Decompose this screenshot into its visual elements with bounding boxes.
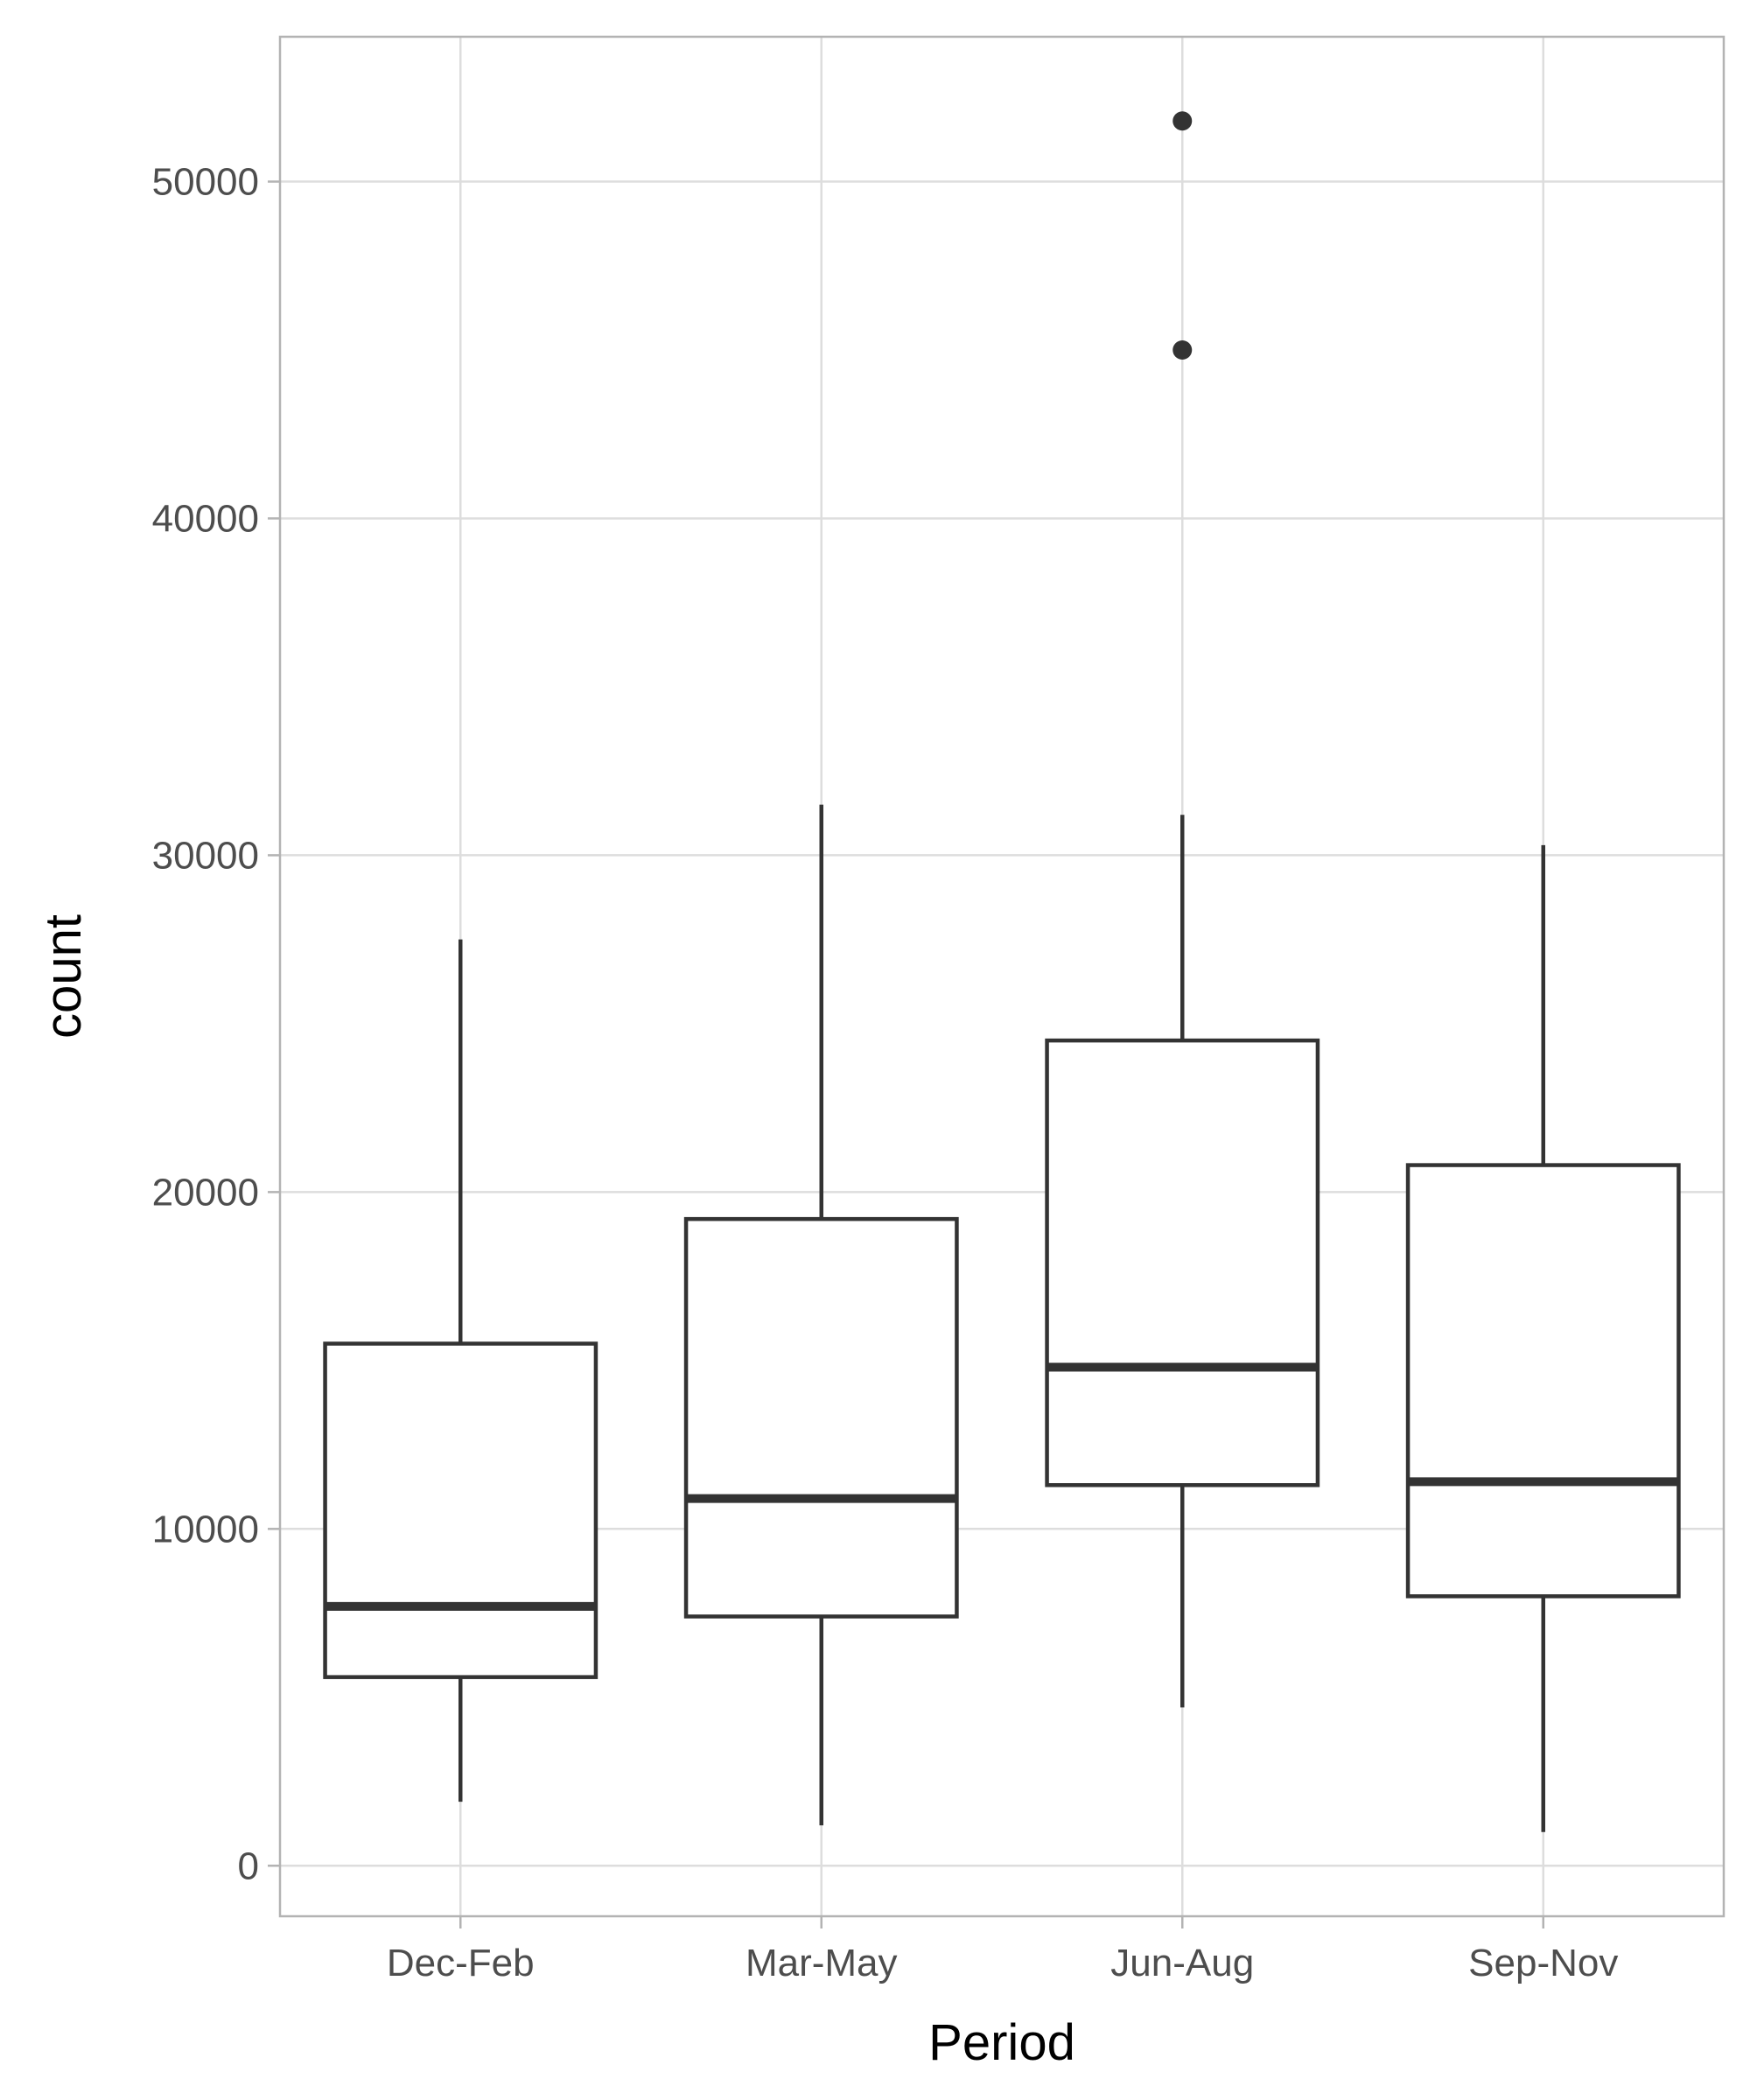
x-tick-label: Jun-Aug xyxy=(1110,1942,1254,1984)
iqr-box xyxy=(1405,1163,1681,1599)
iqr-box xyxy=(323,1341,598,1679)
iqr-box xyxy=(1045,1038,1320,1488)
outlier-point xyxy=(1172,111,1193,131)
box-dec-feb xyxy=(323,939,598,1802)
y-tick-label: 20000 xyxy=(152,1171,259,1214)
x-tick-label: Mar-May xyxy=(746,1942,898,1984)
x-axis: Dec-Feb Mar-May Jun-Aug Sep-Nov xyxy=(387,1916,1618,1984)
x-tick-label: Sep-Nov xyxy=(1468,1942,1618,1984)
iqr-box xyxy=(683,1216,959,1619)
box-jun-aug xyxy=(1045,111,1320,1708)
outlier-point xyxy=(1172,340,1193,360)
panel-border xyxy=(278,35,1726,1918)
box-sep-nov xyxy=(1405,844,1681,1832)
y-tick-label: 30000 xyxy=(152,834,259,877)
boxes xyxy=(323,111,1681,1832)
x-tick-label: Dec-Feb xyxy=(387,1942,535,1984)
y-tick-label: 50000 xyxy=(152,161,259,204)
y-axis: 0 10000 20000 30000 40000 50000 xyxy=(152,161,280,1887)
y-tick-label: 40000 xyxy=(152,497,259,540)
y-axis-title: count xyxy=(35,914,92,1039)
y-tick-label: 10000 xyxy=(152,1508,259,1550)
box-mar-may xyxy=(683,804,959,1826)
x-axis-title: Period xyxy=(928,2014,1075,2071)
y-tick-label: 0 xyxy=(238,1844,259,1887)
